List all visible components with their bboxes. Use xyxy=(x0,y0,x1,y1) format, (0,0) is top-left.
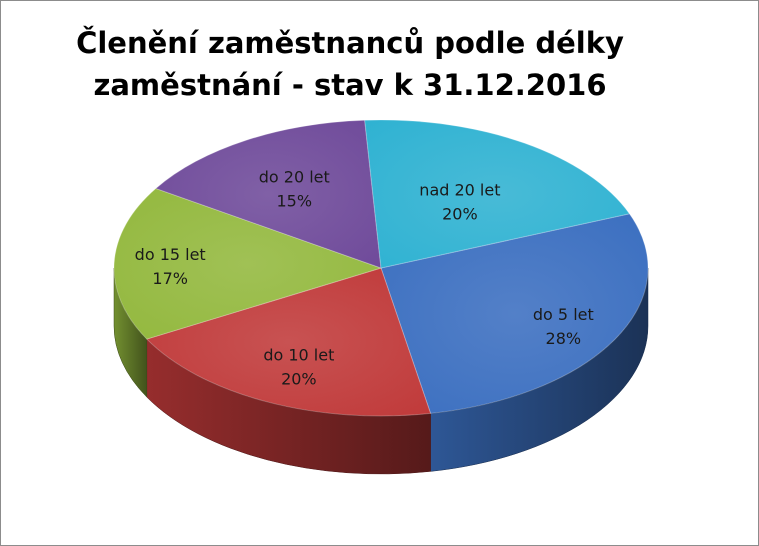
pie-slice-do-5-let xyxy=(380,213,649,414)
pie-slice-do-10-let xyxy=(145,267,432,417)
pie-slice-do-15-let xyxy=(113,187,383,340)
chart-title: Členění zaměstnanců podle délky zaměstná… xyxy=(0,22,700,106)
slice-label-do-5-let: do 5 let xyxy=(533,305,594,324)
slice-label-do-10-let: do 10 let xyxy=(263,345,334,364)
slice-label-nad-20-let: nad 20 let xyxy=(419,180,500,199)
slice-value-do-10-let: 20% xyxy=(281,369,317,388)
slice-value-do-5-let: 28% xyxy=(546,329,582,348)
slice-value-do-20-let: 15% xyxy=(276,191,312,210)
slice-value-nad-20-let: 20% xyxy=(442,204,478,223)
pie-slice-do-20-let xyxy=(154,119,382,269)
pie-slice-nad-20-let xyxy=(364,119,631,269)
slice-value-do-15-let: 17% xyxy=(152,269,188,288)
chart-title-line-2: zaměstnání - stav k 31.12.2016 xyxy=(93,68,607,102)
slice-label-do-15-let: do 15 let xyxy=(135,245,206,264)
chart-title-line-1: Členění zaměstnanců podle délky xyxy=(76,26,624,60)
slice-label-do-20-let: do 20 let xyxy=(259,167,330,186)
